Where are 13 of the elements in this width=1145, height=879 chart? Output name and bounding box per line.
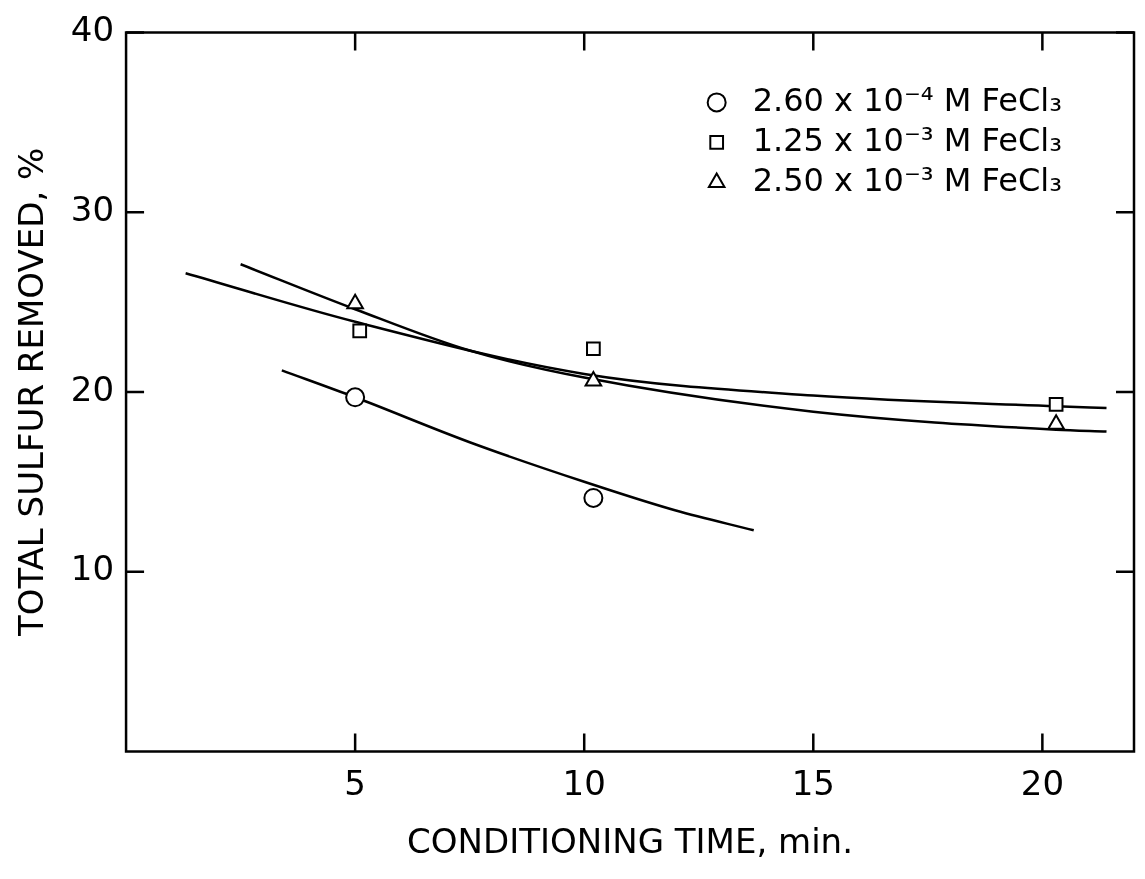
y-tick-label: 20 bbox=[70, 368, 115, 409]
y-tick-label: 30 bbox=[70, 188, 115, 229]
legend-label: 2.60 x 10⁻⁴ M FeCl₃ bbox=[752, 80, 1062, 119]
x-tick-label: 5 bbox=[344, 762, 366, 803]
x-tick-label: 10 bbox=[562, 762, 606, 803]
y-axis-title: TOTAL SULFUR REMOVED, % bbox=[11, 147, 52, 638]
legend-label: 2.50 x 10⁻³ M FeCl₃ bbox=[752, 160, 1062, 199]
legend-label: 1.25 x 10⁻³ M FeCl₃ bbox=[752, 120, 1062, 159]
x-tick-label: 15 bbox=[791, 762, 835, 803]
y-tick-label: 40 bbox=[70, 9, 115, 50]
x-axis-title: CONDITIONING TIME, min. bbox=[407, 821, 853, 862]
x-tick-label: 20 bbox=[1020, 762, 1064, 803]
y-tick-label: 10 bbox=[70, 548, 115, 589]
